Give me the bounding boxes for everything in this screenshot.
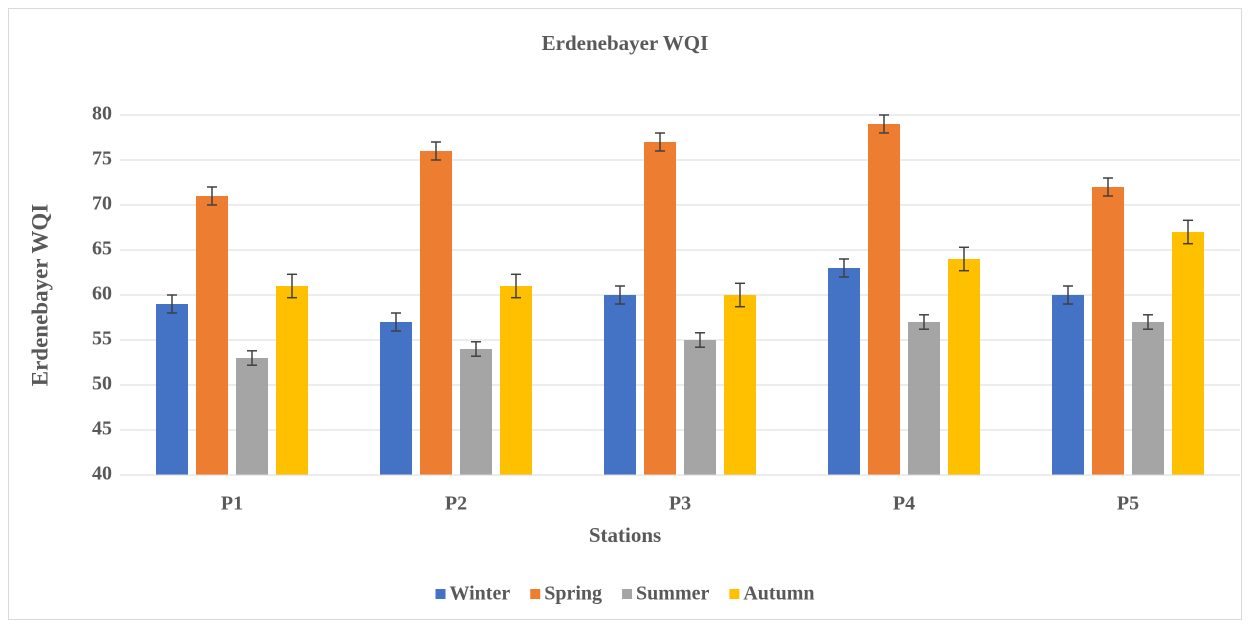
x-tick-label: P2 [445,493,467,515]
bar [684,340,716,475]
bar [1132,322,1164,475]
bar [948,259,980,475]
error-bar [695,332,705,348]
y-tick-label: 60 [92,283,112,305]
bar [500,286,532,475]
bar [828,268,860,475]
bar [644,142,676,475]
y-tick-label: 80 [92,103,112,125]
error-bar [287,273,297,299]
y-tick-label: 40 [92,463,112,485]
bar [380,322,412,475]
error-bar [1183,219,1193,245]
chart-title: Erdenebayer WQI [542,31,709,55]
error-bar [1063,285,1073,305]
error-bar [959,246,969,272]
y-tick-label: 70 [92,193,112,215]
legend-label: Autumn [743,583,814,605]
error-bar [207,186,217,206]
bar [276,286,308,475]
error-bar [615,285,625,305]
legend-label: Winter [449,583,510,605]
x-tick-label: P4 [893,493,915,515]
error-bar [391,312,401,332]
y-tick-label: 45 [92,418,112,440]
bar [604,295,636,475]
error-bar [655,132,665,152]
y-tick-label: 55 [92,328,112,350]
bar [196,196,228,475]
x-tick-label: P5 [1117,493,1139,515]
error-bar [839,258,849,278]
y-tick-label: 75 [92,148,112,170]
legend-label: Spring [544,583,602,605]
bar [724,295,756,475]
bar [868,124,900,475]
error-bar [431,141,441,161]
bar [1092,187,1124,475]
x-axis-label: Stations [589,523,661,547]
bar [460,349,492,475]
legend-swatch [435,589,446,599]
error-bar [1143,314,1153,330]
bar [156,304,188,475]
error-bar [1103,177,1113,197]
legend-swatch [622,589,633,599]
bar [236,358,268,475]
y-axis-label: Erdenebayer WQI [27,204,52,387]
legend-swatch [530,589,541,599]
error-bar [471,341,481,357]
error-bar [167,294,177,314]
bar [908,322,940,475]
error-bar [247,350,257,366]
error-bar [879,114,889,134]
error-bar [511,273,521,299]
error-bar [919,314,929,330]
error-bar [735,282,745,308]
bar [1172,232,1204,475]
y-tick-label: 65 [92,238,112,260]
bar [420,151,452,475]
legend-swatch [729,589,740,599]
x-tick-label: P1 [221,493,243,515]
x-tick-label: P3 [669,493,691,515]
y-tick-label: 50 [92,373,112,395]
bar [1052,295,1084,475]
legend-label: Summer [636,583,709,605]
